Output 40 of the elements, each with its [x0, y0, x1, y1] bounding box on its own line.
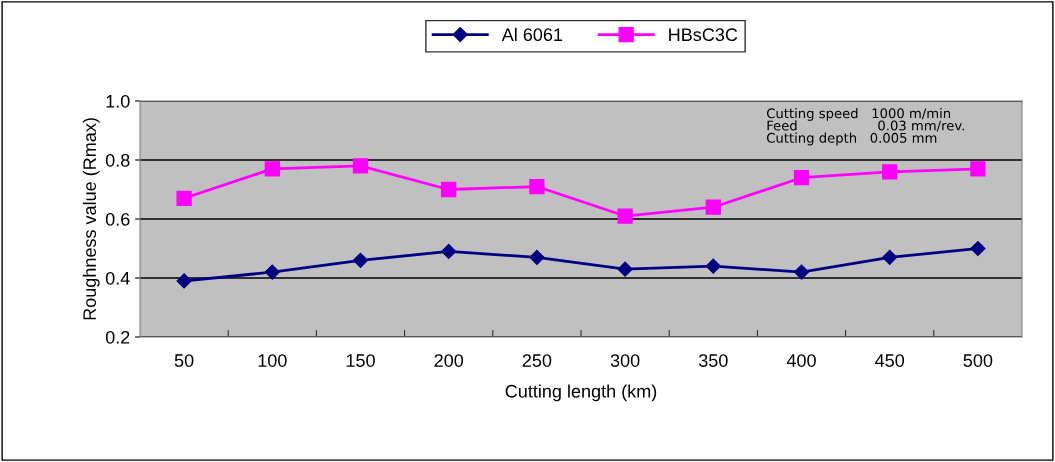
y-tick-label: 0.8: [105, 153, 130, 167]
point: [352, 158, 369, 174]
point: [441, 243, 457, 260]
legend-label: HBsC3C: [669, 28, 738, 42]
legend-label: Al 6061: [501, 27, 563, 42]
point: [705, 258, 721, 274]
point: [970, 161, 986, 177]
x-tick-label: 350: [698, 354, 728, 367]
point: [970, 240, 986, 257]
x-tick-label: 250: [522, 354, 552, 367]
x-tick-label: 300: [610, 354, 640, 367]
point: [882, 249, 898, 265]
point: [529, 178, 545, 195]
x-tick-label: 150: [346, 354, 375, 367]
point: [882, 164, 898, 180]
y-tick-label: 0.2: [105, 330, 130, 344]
x-tick-label: 100: [258, 354, 287, 367]
point: [793, 264, 810, 280]
x-tick-label: 200: [434, 354, 464, 367]
point: [705, 199, 721, 215]
x-tick-label: 450: [875, 354, 905, 367]
x-tick-label: 50: [174, 354, 194, 367]
y-axis-title: Roughness value (Rmax): [82, 118, 100, 320]
point: [176, 273, 192, 289]
point: [264, 161, 280, 177]
y-tick-label: 0.6: [105, 212, 130, 226]
point: [529, 249, 545, 265]
point: [176, 190, 192, 206]
y-tick-label: 1.0: [106, 94, 130, 108]
x-axis-title: Cutting length (km): [505, 384, 657, 402]
point: [352, 252, 369, 268]
y-tick-label: 0.4: [105, 271, 130, 285]
annotation: Cutting speed 1000 m/min Feed 0.03 mm/rev. Cutting depth 0.005 mm: [766, 108, 964, 146]
point: [264, 264, 280, 280]
x-tick-label: 400: [786, 354, 816, 367]
point: [441, 181, 457, 198]
point: [617, 208, 633, 224]
x-tick-label: 500: [963, 354, 993, 367]
point: [793, 170, 810, 186]
point: [617, 261, 633, 277]
